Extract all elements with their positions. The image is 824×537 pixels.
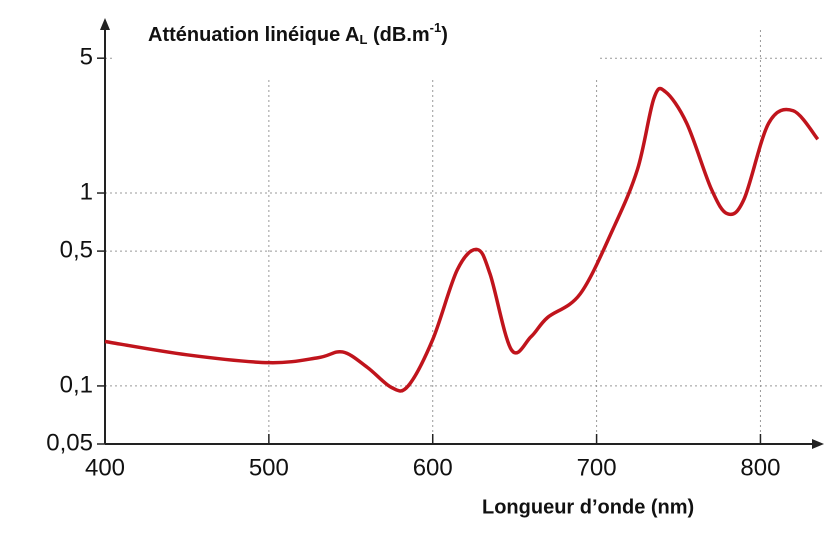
x-tick-label: 600	[413, 454, 453, 481]
x-tick-label: 500	[249, 454, 289, 481]
x-tick-label: 800	[740, 454, 780, 481]
x-axis-arrow	[812, 439, 824, 449]
x-label-box	[470, 478, 824, 532]
title-part: (dB.m	[367, 24, 429, 46]
title-superscript: -1	[430, 20, 442, 35]
chart-title: Atténuation linéique AL (dB.m-1)	[148, 20, 448, 47]
y-tick-label: 5	[80, 44, 93, 71]
y-tick-label: 0,1	[60, 371, 93, 398]
y-tick-label: 0,05	[46, 429, 93, 456]
data-line	[104, 86, 820, 393]
x-tick-label: 400	[85, 454, 125, 481]
x-axis-label: Longueur d’onde (nm)	[482, 496, 694, 518]
title-part: )	[441, 24, 448, 46]
title-part: Atténuation linéique A	[148, 24, 359, 46]
y-axis-arrow	[100, 18, 110, 30]
y-tick-label: 0,5	[60, 236, 93, 263]
title-box	[112, 0, 600, 80]
y-tick-label: 1	[80, 178, 93, 205]
x-tick-label: 700	[577, 454, 617, 481]
title-subscript: L	[359, 32, 367, 47]
